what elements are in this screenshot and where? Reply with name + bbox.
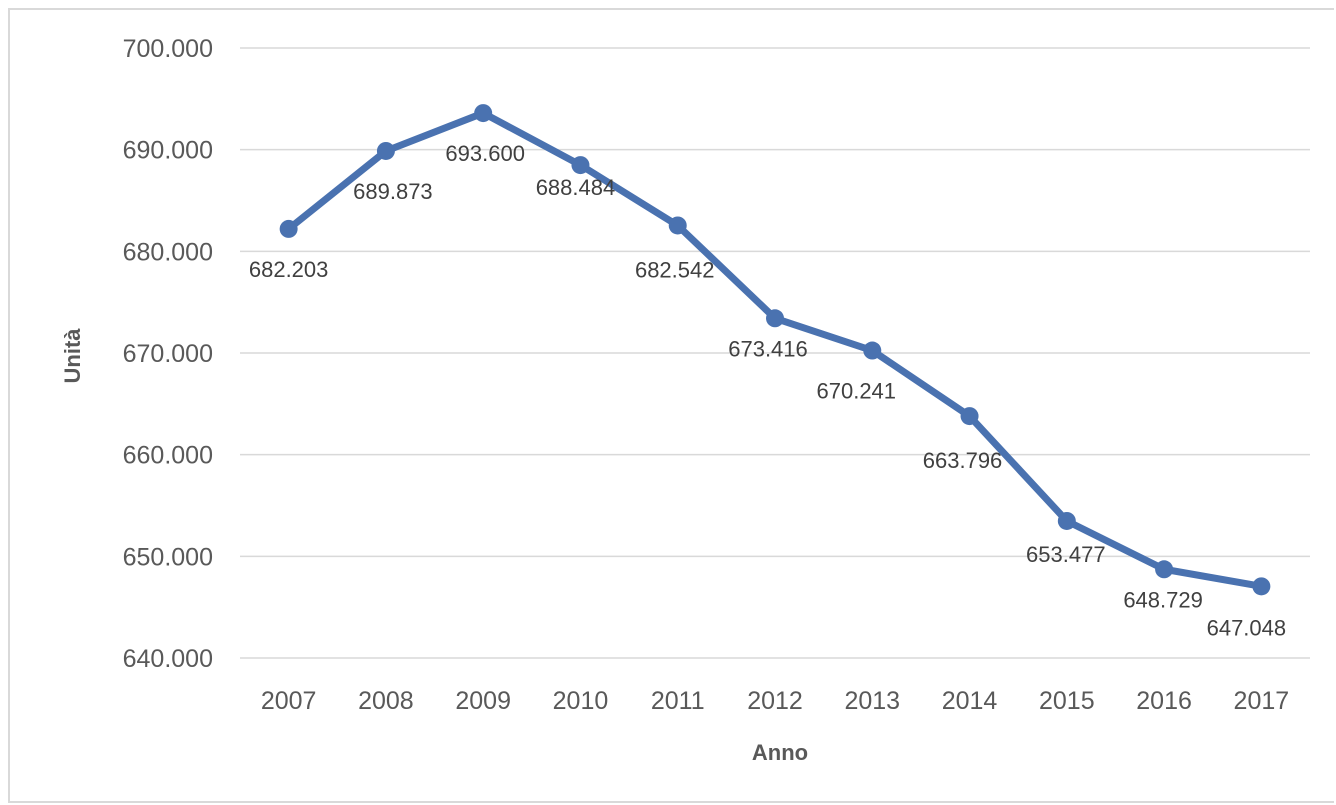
- data-label: 682.203: [249, 257, 329, 282]
- data-label: 670.241: [817, 379, 897, 404]
- gridlines: [240, 47, 1310, 659]
- x-tick-label: 2009: [455, 687, 511, 715]
- data-labels: 682.203 689.873 693.600 688.484 682.542 673.4…: [249, 141, 1286, 640]
- x-tick-label: 2008: [358, 687, 414, 715]
- x-tick-label: 2011: [651, 687, 705, 715]
- data-point: [474, 104, 493, 123]
- data-point: [960, 407, 979, 426]
- series-group: [279, 104, 1271, 596]
- x-tick-label: 2014: [942, 687, 998, 715]
- x-tick-label: 2010: [553, 687, 609, 715]
- data-label: 663.796: [923, 448, 1003, 473]
- y-tick-label: 670.000: [123, 340, 213, 368]
- y-tick-label: 690.000: [123, 137, 213, 165]
- data-label: 647.048: [1207, 615, 1287, 640]
- data-label: 682.542: [635, 257, 715, 282]
- y-axis-title: Unità: [60, 328, 85, 384]
- y-tick-label: 640.000: [123, 645, 213, 673]
- y-tick-label: 650.000: [123, 543, 213, 571]
- x-tick-label: 2016: [1136, 687, 1192, 715]
- data-point: [766, 309, 784, 328]
- data-point: [1057, 511, 1076, 530]
- y-tick-label: 680.000: [123, 238, 213, 266]
- data-point: [863, 341, 882, 360]
- data-point: [571, 156, 590, 175]
- y-tick-label: 660.000: [123, 442, 213, 470]
- data-label: 689.873: [353, 179, 433, 204]
- x-tick-label: 2007: [261, 687, 317, 715]
- y-axis-ticks: 640.000 650.000 660.000 670.000 680.000 690.0…: [123, 35, 213, 673]
- x-tick-label: 2012: [747, 687, 803, 715]
- x-axis-title: Anno: [752, 740, 808, 765]
- chart-frame: [8, 8, 1334, 803]
- data-point: [376, 141, 395, 160]
- x-tick-label: 2013: [844, 687, 900, 715]
- y-tick-label: 700.000: [123, 35, 213, 63]
- data-label: 673.416: [728, 336, 808, 361]
- data-label: 653.477: [1026, 542, 1106, 567]
- data-point: [279, 219, 298, 238]
- x-axis-ticks: 2007 2008 2009 2010 2011 2012 2013 2014 2015 2016…: [261, 687, 1289, 715]
- x-tick-label: 2015: [1039, 687, 1095, 715]
- data-point: [668, 216, 687, 235]
- data-label: 648.729: [1123, 587, 1203, 612]
- data-label: 693.600: [445, 141, 525, 166]
- data-point: [1155, 560, 1174, 579]
- data-point: [1252, 577, 1271, 596]
- data-label: 688.484: [536, 175, 616, 200]
- x-tick-label: 2017: [1234, 687, 1290, 715]
